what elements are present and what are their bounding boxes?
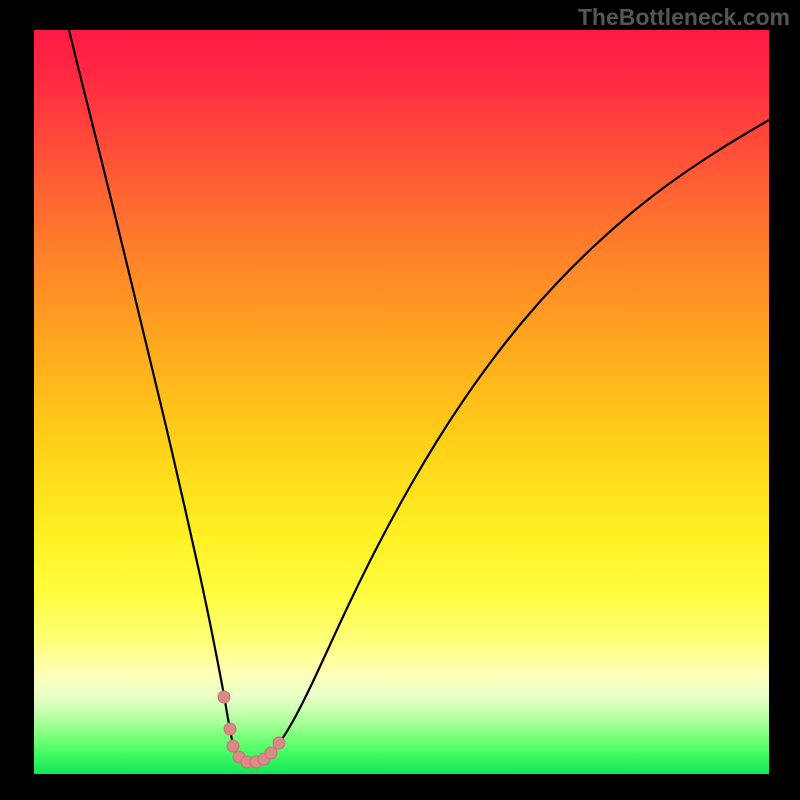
watermark-text: TheBottleneck.com	[578, 4, 790, 31]
notch-marker	[224, 723, 236, 735]
notch-marker	[265, 747, 277, 759]
notch-marker	[227, 740, 239, 752]
curve-layer	[34, 30, 769, 774]
notch-marker	[273, 737, 285, 749]
plot-area	[34, 30, 769, 774]
chart-canvas: TheBottleneck.com	[0, 0, 800, 800]
bottleneck-curve	[69, 30, 769, 762]
notch-marker	[218, 691, 230, 703]
